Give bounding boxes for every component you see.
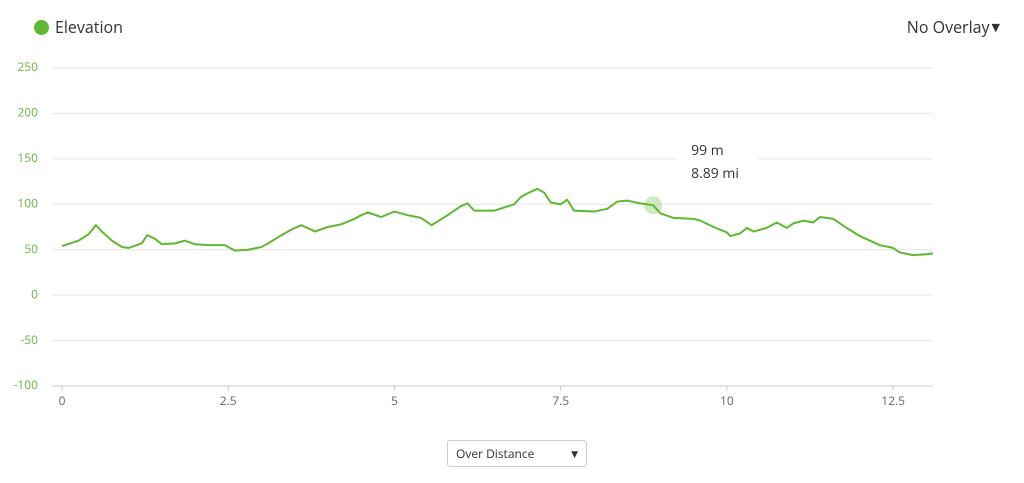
highlight-point xyxy=(644,196,663,215)
y-tick-label: 250 xyxy=(17,58,38,75)
select-label: Over Distance xyxy=(456,445,535,462)
legend-label: Elevation xyxy=(55,16,123,38)
select-arrow: ▼ xyxy=(571,447,578,460)
tooltip-text: 99 m xyxy=(691,141,724,160)
dropdown-arrow: ▼ xyxy=(991,19,1000,35)
legend[interactable]: Elevation xyxy=(34,16,123,38)
x-tick-label: 5 xyxy=(391,392,398,409)
y-tick-label: 100 xyxy=(17,194,38,211)
x-tick-label: 2.5 xyxy=(220,392,237,409)
tooltip-text: 8.89 mi xyxy=(691,164,739,183)
overlay-label: No Overlay xyxy=(906,16,990,38)
y-tick-label: 150 xyxy=(17,149,38,166)
tooltip-box xyxy=(678,139,759,186)
x-mode-select[interactable]: Over Distance ▼ xyxy=(447,440,587,467)
y-tick-label: 50 xyxy=(24,240,38,257)
x-tick-label: 10 xyxy=(720,392,734,409)
y-tick-label: 0 xyxy=(31,285,38,302)
y-tick-label: -50 xyxy=(20,331,38,348)
legend-marker xyxy=(34,19,49,35)
y-tick-label: -100 xyxy=(14,376,39,393)
elevation-line xyxy=(61,187,934,257)
x-tick-label: 7.5 xyxy=(552,392,569,409)
x-tick-label: 0 xyxy=(59,392,66,409)
overlay-menu[interactable]: No Overlay ▼ xyxy=(907,16,1000,38)
y-tick-label: 200 xyxy=(17,104,38,121)
x-tick-label: 12.5 xyxy=(881,392,905,409)
